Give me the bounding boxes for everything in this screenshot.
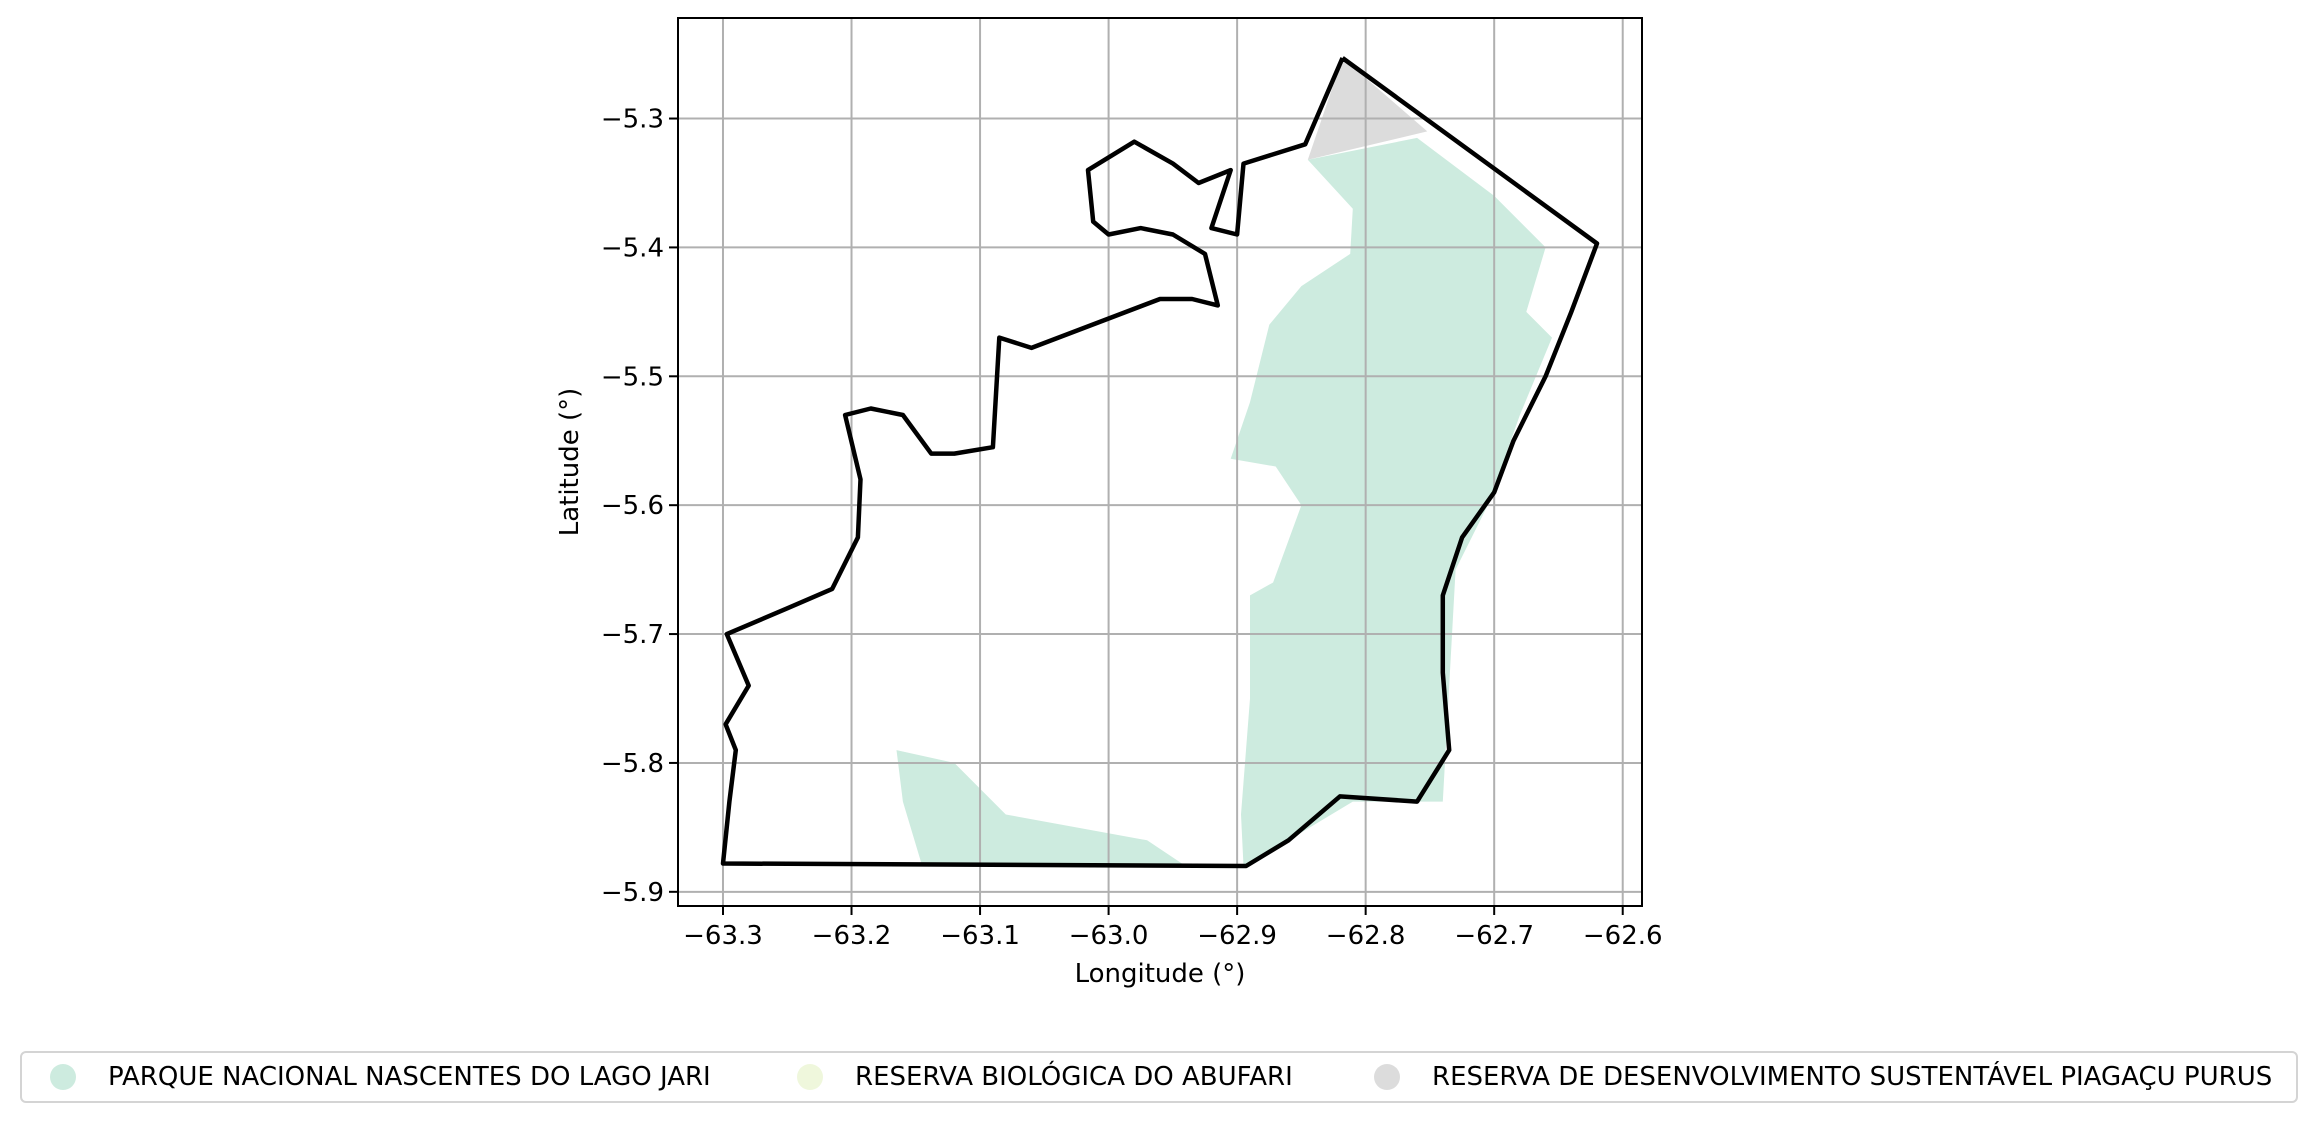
region-outline bbox=[720, 56, 1600, 869]
legend-swatch-parque bbox=[50, 1064, 76, 1090]
y-tick-label-3: −5.6 bbox=[601, 491, 664, 521]
y-tick-label-4: −5.7 bbox=[601, 620, 664, 650]
x-tick-label-7: −62.6 bbox=[1583, 921, 1663, 951]
area-polygon-2-0 bbox=[1307, 58, 1428, 160]
y-tick-label-6: −5.9 bbox=[601, 878, 664, 908]
y-tick-label-2: −5.5 bbox=[601, 362, 664, 392]
y-tick-label-0: −5.3 bbox=[601, 105, 664, 135]
x-tick-label-0: −63.3 bbox=[683, 921, 763, 951]
legend-swatch-abufari bbox=[797, 1064, 823, 1090]
x-axis-label: Longitude (°) bbox=[1075, 959, 1246, 989]
axis-ticks: −63.3 −63.2 −63.1 −63.0 −62.9 −62.8 −62.7 −62.6… bbox=[601, 105, 1663, 951]
y-tick-label-5: −5.8 bbox=[601, 749, 664, 779]
protected-area-fills bbox=[896, 58, 1552, 866]
legend-item-parque: PARQUE NACIONAL NASCENTES DO LAGO JARI bbox=[50, 1053, 711, 1101]
x-tick-label-4: −62.9 bbox=[1197, 921, 1277, 951]
x-tick-label-6: −62.7 bbox=[1454, 921, 1534, 951]
y-axis-label: Latitude (°) bbox=[555, 388, 585, 537]
legend-label-abufari: RESERVA BIOLÓGICA DO ABUFARI bbox=[855, 1062, 1293, 1092]
legend-swatch-piagacu bbox=[1374, 1064, 1400, 1090]
region-boundary-line bbox=[720, 56, 1600, 869]
x-tick-label-2: −63.1 bbox=[940, 921, 1020, 951]
x-tick-label-3: −63.0 bbox=[1069, 921, 1149, 951]
legend-label-piagacu: RESERVA DE DESENVOLVIMENTO SUSTENTÁVEL P… bbox=[1432, 1062, 2273, 1092]
y-tick-label-1: −5.4 bbox=[601, 233, 664, 263]
legend-item-piagacu: RESERVA DE DESENVOLVIMENTO SUSTENTÁVEL P… bbox=[1374, 1053, 2272, 1101]
legend-item-abufari: RESERVA BIOLÓGICA DO ABUFARI bbox=[797, 1053, 1293, 1101]
area-polygon-0-1 bbox=[896, 750, 1186, 866]
legend-label-parque: PARQUE NACIONAL NASCENTES DO LAGO JARI bbox=[108, 1062, 711, 1092]
legend: PARQUE NACIONAL NASCENTES DO LAGO JARI R… bbox=[20, 1051, 2298, 1103]
gridlines bbox=[678, 18, 1642, 906]
x-tick-label-1: −63.2 bbox=[812, 921, 892, 951]
plot-frame bbox=[677, 17, 1643, 907]
map-figure: −63.3 −63.2 −63.1 −63.0 −62.9 −62.8 −62.7 −62.6… bbox=[555, 17, 1663, 989]
x-tick-label-5: −62.8 bbox=[1326, 921, 1406, 951]
area-polygon-0-0 bbox=[1230, 137, 1552, 866]
